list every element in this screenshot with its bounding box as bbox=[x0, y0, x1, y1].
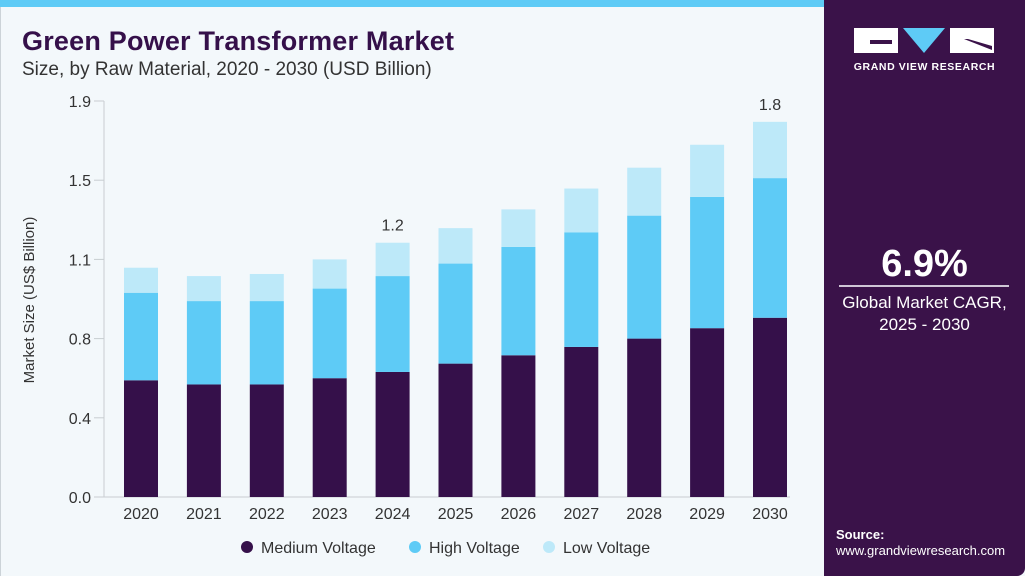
x-tick-label: 2020 bbox=[123, 506, 159, 523]
chart-subtitle: Size, by Raw Material, 2020 - 2030 (USD … bbox=[22, 59, 432, 80]
data-label-2024: 1.2 bbox=[381, 218, 403, 235]
bar-low-voltage-2023 bbox=[312, 259, 347, 289]
y-tick-label: 1.1 bbox=[69, 252, 91, 269]
x-tick-label: 2022 bbox=[249, 506, 285, 523]
cagr-label-line1: Global Market CAGR, bbox=[842, 293, 1007, 312]
bar-medium-voltage-2028 bbox=[627, 338, 662, 497]
bar-high-voltage-2028 bbox=[627, 215, 662, 339]
bar-medium-voltage-2022 bbox=[249, 384, 284, 497]
bar-low-voltage-2022 bbox=[249, 273, 284, 302]
bar-medium-voltage-2024 bbox=[375, 371, 410, 497]
bar-medium-voltage-2025 bbox=[438, 363, 473, 497]
cagr-divider bbox=[839, 285, 1009, 287]
y-tick-label: 1.9 bbox=[69, 94, 91, 111]
brand-name: GRAND VIEW RESEARCH bbox=[853, 61, 996, 73]
stacked-bar-chart: 0.0 0.4 0.8 1.1 1.5 1.9 Market Size (US$ Billi… bbox=[21, 94, 790, 557]
bar-high-voltage-2023 bbox=[312, 288, 347, 379]
x-tick-label: 2024 bbox=[375, 506, 411, 523]
x-tick-label: 2023 bbox=[312, 506, 348, 523]
bar-low-voltage-2028 bbox=[627, 167, 662, 216]
source-heading: Source: bbox=[836, 527, 885, 542]
x-tick-label: 2029 bbox=[689, 506, 725, 523]
x-tick-label: 2027 bbox=[564, 506, 600, 523]
legend-label-low-voltage: Low Voltage bbox=[563, 540, 650, 557]
sidebar-panel: GRAND VIEW RESEARCH 6.9% Global Market C… bbox=[824, 0, 1025, 576]
cagr-label-line2: 2025 - 2030 bbox=[879, 315, 970, 334]
gvr-logo-icon bbox=[854, 28, 994, 53]
x-tick-label: 2030 bbox=[752, 506, 788, 523]
bar-low-voltage-2024 bbox=[375, 242, 410, 277]
cagr-label: Global Market CAGR, 2025 - 2030 bbox=[824, 292, 1025, 336]
bar-low-voltage-2026 bbox=[501, 209, 536, 247]
bar-medium-voltage-2027 bbox=[564, 346, 599, 497]
bar-high-voltage-2030 bbox=[753, 178, 787, 318]
bar-low-voltage-2029 bbox=[690, 144, 725, 197]
x-tick-label: 2021 bbox=[186, 506, 222, 523]
bar-high-voltage-2020 bbox=[124, 292, 158, 381]
legend-marker-medium-voltage bbox=[241, 541, 253, 553]
legend-label-high-voltage: High Voltage bbox=[429, 540, 520, 557]
data-label-2030: 1.8 bbox=[759, 97, 781, 114]
y-axis-label: Market Size (US$ Billion) bbox=[21, 217, 38, 384]
bar-medium-voltage-2029 bbox=[690, 328, 725, 497]
y-tick-label: 0.4 bbox=[69, 411, 91, 428]
bar-medium-voltage-2030 bbox=[753, 317, 787, 497]
top-accent-bar bbox=[0, 0, 824, 7]
bar-high-voltage-2024 bbox=[375, 276, 410, 372]
bar-low-voltage-2025 bbox=[438, 228, 473, 264]
x-tick-label: 2025 bbox=[438, 506, 474, 523]
bar-low-voltage-2027 bbox=[564, 188, 599, 233]
legend-marker-low-voltage bbox=[543, 541, 555, 553]
bar-medium-voltage-2020 bbox=[124, 380, 158, 497]
bar-high-voltage-2029 bbox=[690, 196, 725, 329]
x-tick-label: 2028 bbox=[626, 506, 662, 523]
y-tick-label: 0.8 bbox=[69, 332, 91, 349]
cagr-value: 6.9% bbox=[881, 243, 968, 285]
bar-medium-voltage-2023 bbox=[312, 378, 347, 497]
bar-high-voltage-2025 bbox=[438, 263, 473, 364]
y-tick-label: 1.5 bbox=[69, 173, 91, 190]
bar-low-voltage-2030 bbox=[753, 121, 787, 179]
bar-low-voltage-2020 bbox=[124, 267, 158, 293]
y-tick-label: 0.0 bbox=[69, 490, 91, 507]
bar-high-voltage-2021 bbox=[186, 301, 221, 385]
chart-title: Green Power Transformer Market bbox=[22, 26, 455, 56]
x-tick-label: 2026 bbox=[501, 506, 537, 523]
source-link[interactable]: www.grandviewresearch.com bbox=[836, 543, 1006, 558]
legend-marker-high-voltage bbox=[409, 541, 421, 553]
bar-medium-voltage-2021 bbox=[186, 384, 221, 497]
legend-label-medium-voltage: Medium Voltage bbox=[261, 540, 376, 557]
bar-high-voltage-2026 bbox=[501, 246, 536, 356]
bar-low-voltage-2021 bbox=[186, 276, 221, 302]
bar-high-voltage-2027 bbox=[564, 232, 599, 347]
bar-medium-voltage-2026 bbox=[501, 355, 536, 497]
bar-high-voltage-2022 bbox=[249, 301, 284, 385]
